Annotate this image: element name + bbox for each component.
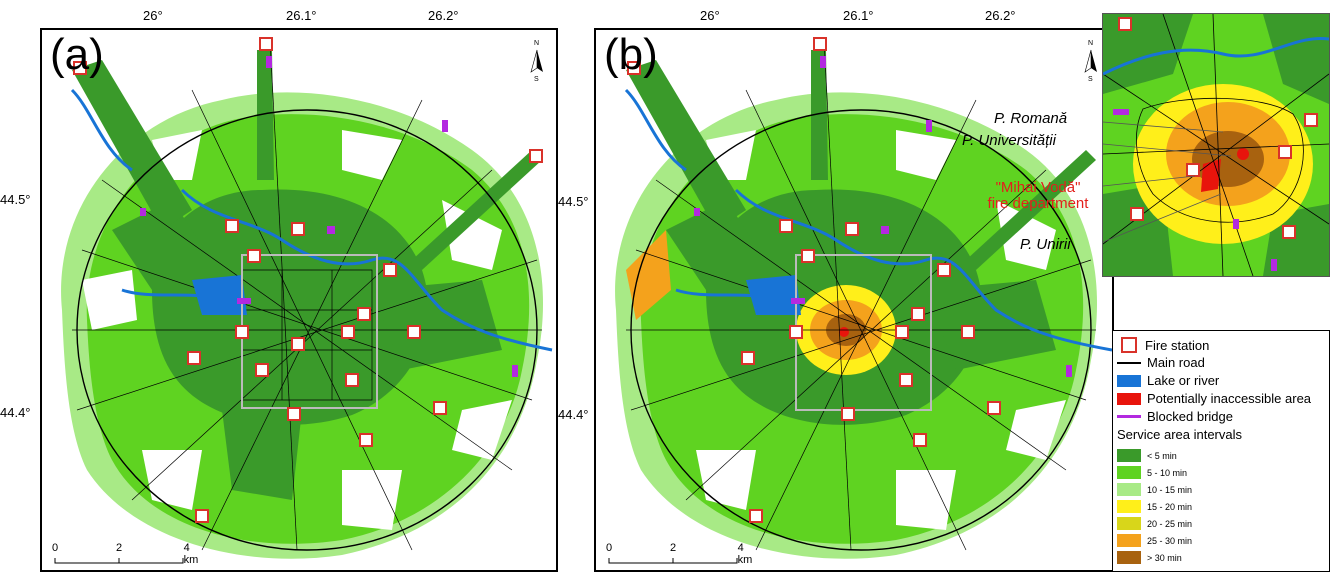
interval-swatch — [1117, 483, 1141, 496]
lon-tick-26-b: 26° — [700, 8, 720, 23]
south-label: S — [1088, 76, 1093, 83]
legend-interval-row: 25 - 30 min — [1117, 534, 1192, 547]
legend-main-road-label: Main road — [1147, 355, 1205, 370]
north-arrow-a: N S — [527, 40, 547, 92]
main-road-icon — [1117, 361, 1141, 364]
interval-label: > 30 min — [1147, 552, 1182, 563]
service-area-lt5-a — [152, 189, 429, 425]
scale-0: 0 — [605, 542, 613, 554]
legend-interval-row: 5 - 10 min — [1117, 466, 1187, 479]
legend-inaccessible-label: Potentially inaccessible area — [1147, 391, 1312, 406]
inset-callout-lines — [1103, 121, 1232, 243]
lon-tick-26.2-b: 26.2° — [985, 8, 1016, 23]
fire-department-line2: fire department — [987, 195, 1089, 212]
inset-svg — [1103, 14, 1329, 276]
legend-lake-river: Lake or river — [1117, 373, 1219, 388]
inset-river — [1103, 36, 1329, 76]
road-network-a — [72, 39, 542, 551]
legend-interval-row: 20 - 25 min — [1117, 517, 1192, 530]
interval-swatch — [1117, 500, 1141, 513]
legend-blocked-bridge-label: Blocked bridge — [1147, 409, 1233, 424]
scale-bar-line — [54, 558, 184, 564]
interval-swatch — [1117, 449, 1141, 462]
north-arrow-icon — [530, 49, 543, 73]
legend-fire-station-label: Fire station — [1145, 337, 1210, 353]
north-label: N — [1088, 40, 1094, 47]
legend-main-road: Main road — [1117, 355, 1205, 370]
inaccessible-area-b — [839, 327, 849, 337]
legend-blocked-bridge: Blocked bridge — [1117, 409, 1233, 424]
scale-4km: 4 km — [737, 542, 753, 566]
callout-fire-department: "Mihai Vodă" fire department — [978, 180, 1098, 212]
lon-tick-26-a: 26° — [143, 8, 163, 23]
north-label: N — [534, 40, 540, 47]
legend-interval-row: 10 - 15 min — [1117, 483, 1192, 496]
south-label: S — [534, 76, 539, 83]
lake-river-icon — [1117, 374, 1141, 387]
interval-label: 5 - 10 min — [1147, 467, 1188, 478]
fire-stations-b — [627, 37, 1001, 523]
legend-service-title: Service area intervals — [1117, 427, 1242, 442]
callout-p-romana: P. Romană — [994, 110, 1068, 127]
north-arrow-b: N S — [1081, 40, 1101, 92]
scale-2: 2 — [669, 542, 677, 554]
fire-stations-a — [73, 37, 543, 523]
interval-label: 15 - 20 min — [1147, 501, 1193, 512]
inset-fire-stations — [1118, 17, 1318, 239]
scale-bar-line — [608, 558, 738, 564]
interval-swatch — [1117, 517, 1141, 530]
inset-inaccessible-area — [1201, 159, 1221, 192]
lon-tick-26.2-a: 26.2° — [428, 8, 459, 23]
legend-inaccessible: Potentially inaccessible area — [1117, 391, 1311, 406]
legend-lake-river-label: Lake or river — [1147, 373, 1220, 388]
interval-label: 25 - 30 min — [1147, 535, 1193, 546]
legend: Fire station Main road Lake or river Pot… — [1112, 330, 1330, 572]
lat-tick-44.4-b: 44.4° — [558, 407, 589, 422]
interval-label: 10 - 15 min — [1147, 484, 1193, 495]
lon-tick-26.1-b: 26.1° — [843, 8, 874, 23]
interval-label: 20 - 25 min — [1147, 518, 1193, 529]
legend-interval-row: < 5 min — [1117, 449, 1177, 462]
blocked-bridges-b — [694, 56, 1072, 377]
legend-interval-row: > 30 min — [1117, 551, 1182, 564]
map-a-svg — [61, 37, 553, 559]
zone-orange-west-b — [626, 230, 671, 320]
map-b-svg — [615, 37, 1112, 559]
panel-label-a: (a) — [50, 30, 104, 79]
scale-2: 2 — [115, 542, 123, 554]
panel-label-b: (b) — [604, 30, 658, 79]
interval-swatch — [1117, 466, 1141, 479]
callout-p-unirii: P. Unirii — [1020, 236, 1071, 253]
fire-department-line1: "Mihai Vodă" — [995, 179, 1081, 196]
inset-map — [1102, 13, 1330, 277]
scale-0: 0 — [51, 542, 59, 554]
interval-swatch — [1117, 551, 1141, 564]
interval-swatch — [1117, 534, 1141, 547]
callout-p-universitatii: P. Universității — [962, 132, 1056, 149]
lake-a — [192, 275, 247, 315]
map-panel-b: (b) N S 0 2 4 km — [594, 28, 1114, 572]
lat-tick-44.4-a: 44.4° — [0, 405, 31, 420]
fire-station-icon — [1121, 337, 1137, 353]
legend-fire-station: Fire station — [1117, 337, 1209, 353]
lat-tick-44.5-b: 44.5° — [558, 194, 589, 209]
scale-4km: 4 km — [183, 542, 199, 566]
inset-blocked-bridges — [1113, 109, 1277, 271]
blocked-bridges-a — [140, 56, 518, 377]
inaccessible-area-icon — [1117, 392, 1141, 405]
interval-label: < 5 min — [1147, 450, 1177, 461]
map-panel-a: (a) N S 0 2 4 km — [40, 28, 558, 572]
lake-b — [746, 275, 801, 315]
lat-tick-44.5-a: 44.5° — [0, 192, 31, 207]
north-arrow-icon — [1084, 49, 1097, 73]
lon-tick-26.1-a: 26.1° — [286, 8, 317, 23]
blocked-bridge-icon — [1117, 415, 1141, 418]
legend-interval-row: 15 - 20 min — [1117, 500, 1192, 513]
